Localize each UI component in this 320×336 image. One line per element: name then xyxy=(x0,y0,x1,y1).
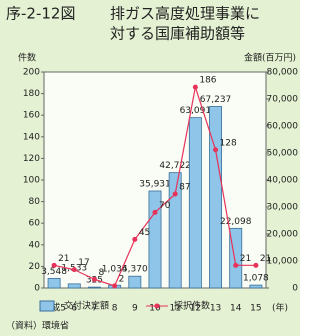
source: （資料）環境省 xyxy=(6,320,69,332)
bar-value-label: 42,722 xyxy=(159,161,191,171)
line-point xyxy=(71,267,77,273)
line-value-label: 186 xyxy=(199,76,216,86)
bar-value-label: 1,035 xyxy=(102,265,128,275)
x-tick-label: 6 xyxy=(71,304,77,314)
x-tick-label: 12 xyxy=(190,304,201,314)
line-value-label: 87 xyxy=(179,183,190,193)
line-value-label: 21 xyxy=(58,254,69,264)
line-point xyxy=(213,147,219,153)
line-point xyxy=(253,262,259,268)
y2-tick-label: 60,000 xyxy=(267,122,299,132)
legend-swatch xyxy=(39,300,55,312)
bar xyxy=(47,278,61,289)
y-tick-label: 40 xyxy=(29,240,41,250)
figure-label: 序-2-12図 xyxy=(6,5,75,23)
line-value-label: 17 xyxy=(78,258,89,268)
bar xyxy=(249,284,263,289)
bar xyxy=(148,190,162,289)
chart-title: 対する国庫補助額等 xyxy=(110,25,245,43)
x-tick-label: 9 xyxy=(132,304,138,314)
line-point xyxy=(192,84,198,90)
bar-value-label: 3,548 xyxy=(41,267,67,277)
y2-axis-label: 金額(百万円) xyxy=(244,52,296,64)
y2-tick-label: 70,000 xyxy=(267,95,299,105)
chart: 序-2-12図 排ガス高度処理事業に 対する国庫補助額等 件数 金額(百万円) … xyxy=(0,0,300,336)
line-value-label: 45 xyxy=(139,228,150,238)
y2-tick-label: 80,000 xyxy=(267,68,299,78)
line-value-label: 70 xyxy=(159,201,171,211)
x-unit: (年) xyxy=(272,302,288,314)
line-point xyxy=(152,209,158,215)
line-value-label: 2 xyxy=(119,274,125,284)
bar xyxy=(128,275,142,289)
line-value-label: 8 xyxy=(98,268,104,278)
y2-tick-label: 30,000 xyxy=(267,203,299,213)
bar-value-label: 35,931 xyxy=(139,179,171,189)
bar xyxy=(188,117,202,289)
y-tick-label: 60 xyxy=(29,219,41,229)
y-tick-label: 100 xyxy=(23,176,40,186)
line-value-label: 21 xyxy=(240,254,251,264)
bar xyxy=(88,286,101,289)
bar-value-label: 22,098 xyxy=(220,217,252,227)
legend-label: 採択件数 xyxy=(174,300,210,312)
line-point xyxy=(132,236,138,242)
y2-tick-label: 50,000 xyxy=(267,149,299,159)
line-point xyxy=(172,191,178,197)
x-tick-label: 13 xyxy=(210,304,221,314)
y-tick-label: 180 xyxy=(23,89,40,99)
bar xyxy=(168,172,182,289)
x-tick-label: 7 xyxy=(92,304,98,314)
y2-tick-label: 40,000 xyxy=(267,176,299,186)
chart-title: 排ガス高度処理事業に xyxy=(110,5,260,23)
line-point xyxy=(233,262,239,268)
legend-label: 交付決定額 xyxy=(64,300,109,312)
y2-tick-label: 0 xyxy=(292,284,298,294)
bar xyxy=(229,227,243,289)
y2-tick-label: 10,000 xyxy=(267,257,299,267)
y-tick-label: 80 xyxy=(29,197,41,207)
y2-tick-label: 20,000 xyxy=(267,230,299,240)
x-tick-label: 8 xyxy=(112,304,118,314)
y-tick-label: 140 xyxy=(23,132,40,142)
y-tick-label: 200 xyxy=(23,68,40,78)
x-tick-label: 10 xyxy=(149,304,161,314)
line-point xyxy=(91,276,97,282)
y-tick-label: 0 xyxy=(34,284,40,294)
line-point xyxy=(112,283,118,289)
bar-value-label: 67,237 xyxy=(200,95,232,105)
bar-value-label: 63,091 xyxy=(180,106,212,116)
x-tick-label: 14 xyxy=(230,304,242,314)
y-tick-label: 20 xyxy=(29,262,41,272)
bar-value-label: 1,078 xyxy=(243,274,269,284)
legend-swatch xyxy=(154,303,160,309)
x-tick-label: 11 xyxy=(169,304,180,314)
y-tick-label: 120 xyxy=(23,154,40,164)
y-axis-label: 件数 xyxy=(18,52,36,64)
bar xyxy=(67,283,81,289)
line-value-label: 128 xyxy=(220,138,237,148)
line-value-label: 21 xyxy=(260,254,271,264)
x-tick-label: 15 xyxy=(250,304,261,314)
line-point xyxy=(51,262,57,268)
y-tick-label: 160 xyxy=(23,111,40,121)
bar-value-label: 4,370 xyxy=(122,265,148,275)
bar xyxy=(209,106,222,289)
